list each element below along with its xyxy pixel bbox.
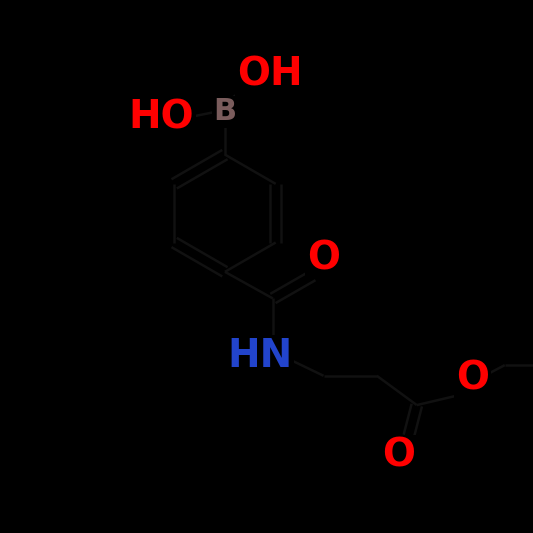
Text: O: O xyxy=(307,239,340,278)
Text: HO: HO xyxy=(128,98,194,136)
Text: O: O xyxy=(382,437,415,475)
Text: B: B xyxy=(213,98,237,126)
Text: HN: HN xyxy=(227,337,292,375)
Text: OH: OH xyxy=(237,55,303,94)
Text: O: O xyxy=(456,359,489,398)
